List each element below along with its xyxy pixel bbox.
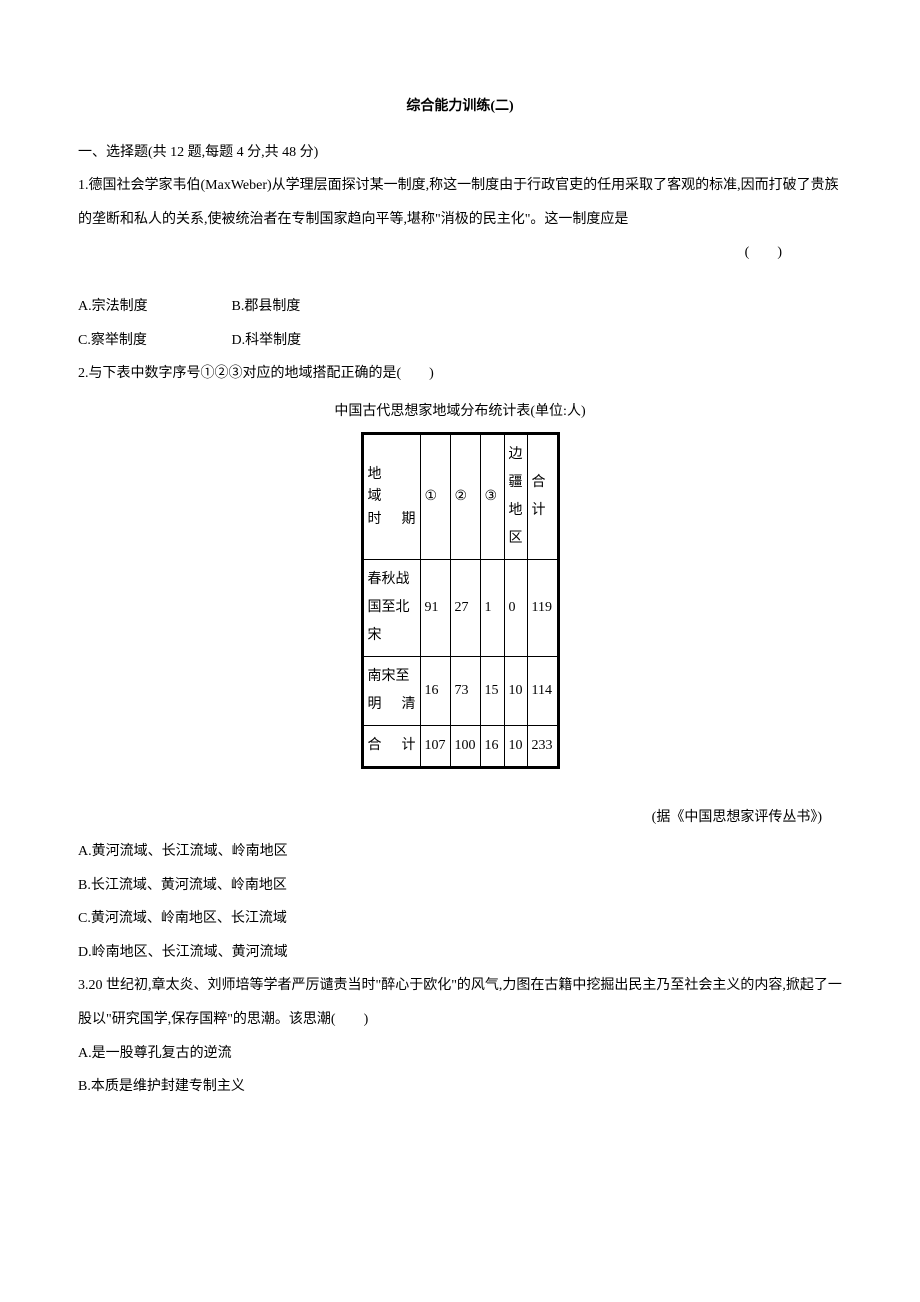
q2-option-a: A.黄河流域、长江流域、岭南地区 <box>78 835 842 869</box>
page-title: 综合能力训练(二) <box>78 90 842 124</box>
row1-c4: 10 <box>504 657 527 726</box>
question-1-options-row1: A.宗法制度 B.郡县制度 <box>78 290 842 324</box>
row2-label: 合计 <box>362 726 420 768</box>
q1-option-c: C.察举制度 <box>78 324 228 358</box>
q3-option-b: B.本质是维护封建专制主义 <box>78 1070 842 1104</box>
header-col2: ② <box>450 434 480 560</box>
section-header: 一、选择题(共 12 题,每题 4 分,共 48 分) <box>78 136 842 170</box>
row2-c2: 100 <box>450 726 480 768</box>
q3-option-a: A.是一股尊孔复古的逆流 <box>78 1037 842 1071</box>
question-1-stem: 1.德国社会学家韦伯(MaxWeber)从学理层面探讨某一制度,称这一制度由于行… <box>78 169 842 236</box>
row2-c5: 233 <box>527 726 558 768</box>
thinkers-table: 地 域 时期 ① ② ③ 边疆地区 合计 春秋战国至北宋 91 27 1 0 1… <box>361 432 560 769</box>
header-col1: ① <box>420 434 450 560</box>
row0-c4: 0 <box>504 560 527 657</box>
question-1-bracket: ( ) <box>78 236 842 270</box>
question-3-stem: 3.20 世纪初,章太炎、刘师培等学者严厉谴责当时"醉心于欧化"的风气,力图在古… <box>78 969 842 1036</box>
spacer <box>78 270 842 290</box>
header-diag-bottom-2: 时期 <box>368 509 416 531</box>
q2-option-d: D.岭南地区、长江流域、黄河流域 <box>78 936 842 970</box>
header-diag-bottom-1: 域 <box>368 486 416 508</box>
table-source: (据《中国思想家评传丛书》) <box>78 801 842 835</box>
header-diagonal: 地 域 时期 <box>362 434 420 560</box>
table-header-row: 地 域 时期 ① ② ③ 边疆地区 合计 <box>362 434 558 560</box>
row0-c2: 27 <box>450 560 480 657</box>
table-row: 春秋战国至北宋 91 27 1 0 119 <box>362 560 558 657</box>
row0-c5: 119 <box>527 560 558 657</box>
question-1-options-row2: C.察举制度 D.科举制度 <box>78 324 842 358</box>
row2-c1: 107 <box>420 726 450 768</box>
q2-option-b: B.长江流域、黄河流域、岭南地区 <box>78 869 842 903</box>
table-row: 南宋至明清 16 73 15 10 114 <box>362 657 558 726</box>
row1-c2: 73 <box>450 657 480 726</box>
q1-option-a: A.宗法制度 <box>78 290 228 324</box>
header-diag-top: 地 <box>368 464 416 486</box>
row1-label: 南宋至明清 <box>362 657 420 726</box>
row2-c4: 10 <box>504 726 527 768</box>
q1-option-b: B.郡县制度 <box>232 290 382 324</box>
row1-c1: 16 <box>420 657 450 726</box>
row1-c3: 15 <box>480 657 504 726</box>
table-caption: 中国古代思想家地域分布统计表(单位:人) <box>78 395 842 429</box>
table-row: 合计 107 100 16 10 233 <box>362 726 558 768</box>
row0-c3: 1 <box>480 560 504 657</box>
q2-option-c: C.黄河流域、岭南地区、长江流域 <box>78 902 842 936</box>
q1-option-d: D.科举制度 <box>232 324 382 358</box>
row1-c5: 114 <box>527 657 558 726</box>
header-col5: 合计 <box>527 434 558 560</box>
question-2-stem: 2.与下表中数字序号①②③对应的地域搭配正确的是( ) <box>78 357 842 391</box>
row0-label: 春秋战国至北宋 <box>362 560 420 657</box>
header-col4: 边疆地区 <box>504 434 527 560</box>
row0-c1: 91 <box>420 560 450 657</box>
header-col3: ③ <box>480 434 504 560</box>
row2-c3: 16 <box>480 726 504 768</box>
